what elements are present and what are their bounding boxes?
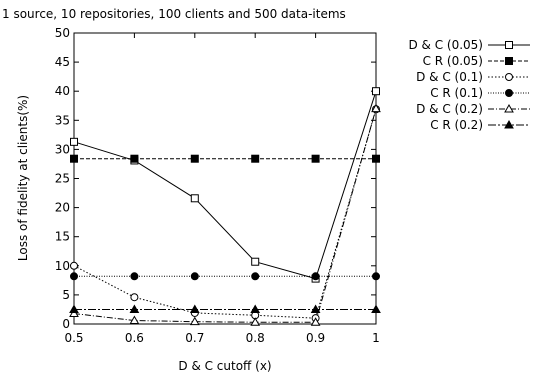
data-point-c-r-0-05	[130, 154, 139, 163]
x-tick-label: 0.9	[306, 331, 325, 345]
y-tick-label: 0	[62, 317, 70, 331]
data-point-c-r-0-1	[130, 272, 139, 281]
legend-label-c-r-0-1: C R (0.1)	[430, 86, 483, 100]
data-point-d-c-0-2	[69, 308, 79, 318]
data-point-d-c-0-05	[372, 87, 380, 96]
y-axis: 0 5 10 15 20 25 30 35 40 45 50	[55, 26, 376, 331]
data-point-d-c-0-2	[129, 315, 140, 325]
y-tick-label: 10	[55, 259, 70, 273]
y-tick-label: 5	[62, 288, 70, 302]
x-tick-label: 0.8	[246, 331, 265, 345]
data-point-d-c-0-1	[130, 293, 139, 302]
x-tick-label: 0.5	[64, 331, 83, 345]
data-point-d-c-0-2	[189, 316, 200, 326]
data-point-c-r-0-05	[372, 154, 380, 163]
data-point-c-r-0-05	[311, 154, 320, 163]
data-point-c-r-0-2	[69, 304, 79, 313]
data-point-d-c-0-05	[251, 257, 260, 266]
data-point-c-r-0-05	[70, 154, 78, 163]
legend-label-c-r-0-05: C R (0.05)	[423, 54, 483, 68]
data-point-d-c-0-05	[70, 137, 78, 146]
legend-label-d-c-0-2: D & C (0.2)	[416, 102, 483, 116]
y-tick-label: 45	[55, 55, 70, 69]
data-point-d-c-0-05	[190, 194, 199, 203]
plot-frame	[73, 32, 377, 325]
legend: D & C (0.05) C R (0.05) D & C (0.1) C R (0.…	[408, 38, 530, 132]
y-tick-label: 30	[55, 142, 70, 156]
legend-label-d-c-0-05: D & C (0.05)	[408, 38, 483, 52]
x-tick-label: 0.7	[185, 331, 204, 345]
x-axis-label: D & C cutoff (x)	[178, 359, 271, 373]
data-point-c-r-0-05	[251, 154, 260, 163]
data-point-c-r-0-1	[372, 272, 380, 281]
series-line-d-c-0-05	[73, 91, 377, 280]
data-point-c-r-0-2	[310, 304, 321, 313]
legend-marker-d-c-0-05	[505, 41, 513, 49]
legend-label-c-r-0-2: C R (0.2)	[430, 118, 483, 132]
x-tick-label: 1	[372, 331, 380, 345]
y-tick-label: 20	[55, 201, 70, 215]
data-point-c-r-0-1	[190, 272, 199, 281]
legend-marker-c-r-0-2	[504, 119, 514, 129]
data-point-d-c-0-2	[310, 317, 321, 326]
series-line-d-c-0-1	[73, 109, 377, 319]
legend-marker-d-c-0-1	[505, 73, 513, 81]
y-tick-label: 25	[55, 172, 70, 186]
series-markers	[69, 87, 381, 326]
data-point-c-r-0-05	[190, 154, 199, 163]
data-point-c-r-0-2	[250, 304, 261, 313]
y-axis-label: Loss of fidelity at clients(%)	[16, 95, 30, 261]
y-tick-label: 50	[55, 26, 70, 40]
series-lines	[73, 91, 377, 323]
data-point-d-c-0-2	[371, 103, 381, 113]
x-axis: 0.5 0.6 0.7 0.8 0.9 1	[64, 33, 380, 345]
legend-marker-c-r-0-05	[505, 57, 513, 65]
x-tick-label: 0.6	[125, 331, 144, 345]
legend-label-d-c-0-1: D & C (0.1)	[416, 70, 483, 84]
series-line-d-c-0-2	[73, 108, 377, 323]
y-tick-label: 40	[55, 84, 70, 98]
y-tick-label: 15	[55, 230, 70, 244]
legend-marker-d-c-0-2	[504, 103, 514, 113]
chart-title: 1 source, 10 repositories, 100 clients a…	[2, 7, 346, 21]
data-point-c-r-0-1	[70, 272, 78, 281]
data-point-c-r-0-2	[371, 304, 381, 313]
data-point-d-c-0-2	[250, 317, 261, 326]
legend-marker-c-r-0-1	[505, 89, 513, 97]
data-point-c-r-0-2	[129, 304, 140, 313]
data-point-c-r-0-1	[311, 272, 320, 281]
y-tick-label: 35	[55, 113, 70, 127]
data-point-c-r-0-2	[189, 304, 200, 313]
data-point-c-r-0-1	[251, 272, 260, 281]
data-point-d-c-0-1	[70, 261, 78, 270]
